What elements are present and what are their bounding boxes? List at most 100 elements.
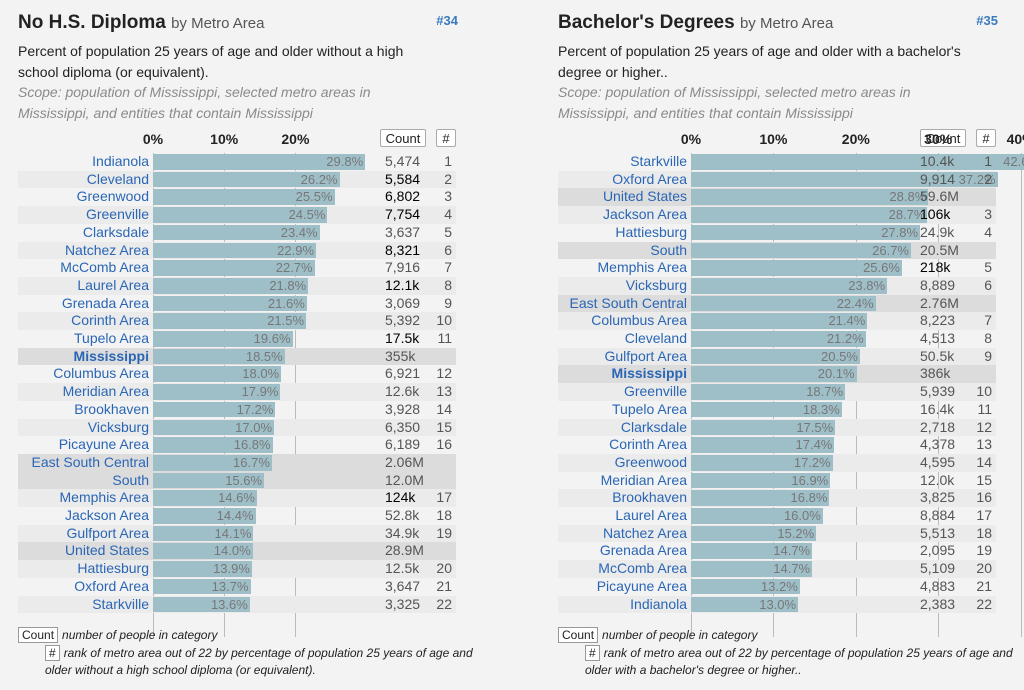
row-label-link[interactable]: Mississippi [611,365,687,382]
count-value: 6,802 [385,188,421,205]
bar-value-label: 13.7% [211,578,249,594]
count-key-text: number of people in category [602,628,758,642]
bar-value-label: 25.6% [863,260,900,276]
bar-value-label: 28.8% [889,189,927,205]
row-label-link[interactable]: Indianola [92,153,149,169]
row-label-link[interactable]: Corinth Area [71,312,149,329]
row-label-link[interactable]: Grenada Area [599,542,687,559]
row-label-link[interactable]: Starkville [630,153,687,169]
rank-sort-button[interactable]: # [436,129,456,147]
row-label-link[interactable]: Greenwood [614,453,687,470]
count-value: 3,647 [385,577,421,594]
row-label-link[interactable]: Natchez Area [64,241,149,258]
bar-value-label: 18.5% [245,348,283,364]
bar-value-label: 14.4% [216,508,254,523]
row-label-link[interactable]: Meridian Area [62,383,149,400]
row-label-link[interactable]: Picayune Area [596,577,687,594]
count-value: 5,939 [920,383,956,400]
row-label-link[interactable]: Brookhaven [612,489,687,506]
count-value: 20.5M [920,241,959,258]
row-label-link[interactable]: Gulfport Area [66,524,150,541]
row-label-link[interactable]: Memphis Area [59,489,149,506]
rank-value: 10 [436,312,452,329]
row-label-link[interactable]: Oxford Area [612,170,687,187]
row-label-link[interactable]: South [650,241,687,258]
row-label-link[interactable]: Picayune Area [58,436,149,453]
count-value: 5,392 [385,312,421,329]
panel-title-sub: by Metro Area [739,15,834,32]
row-label-link[interactable]: Mississippi [73,347,149,364]
row-label-link[interactable]: East South Central [569,294,687,311]
table-row: Memphis Area 14.6% 124k 17 [18,489,456,507]
bar [691,543,813,560]
rank-value: 17 [976,507,992,523]
count-value: 2.06M [385,453,424,470]
bar-chart: Count # 0% 10% 20% Indianola 29.8% 5,474 1 Clev… [18,127,488,637]
panel-title: Bachelor's Degrees by Metro Area [558,12,833,34]
rank-value: 19 [976,542,992,559]
table-row: Corinth Area 17.4% 4,378 13 [558,436,996,454]
row-label-link[interactable]: Gulfport Area [604,347,688,364]
row-label-link[interactable]: McComb Area [598,560,687,577]
rank-value: 14 [436,400,452,417]
row-label-link[interactable]: Columbus Area [591,312,687,329]
rank-sort-button[interactable]: # [976,129,996,147]
row-label-link[interactable]: Brookhaven [74,400,149,417]
row-label-link[interactable]: Vicksburg [625,276,687,293]
row-label-link[interactable]: Clarksdale [620,418,687,435]
count-value: 2,718 [920,418,956,435]
row-label-link[interactable]: Columbus Area [53,365,149,382]
row-label-link[interactable]: Greenwood [76,188,149,205]
table-row: Laurel Area 21.8% 12.1k 8 [18,276,456,295]
row-label-link[interactable]: Starkville [92,595,149,612]
rank-key-box: # [585,645,600,661]
row-label-link[interactable]: McComb Area [60,259,149,276]
row-label-link[interactable]: Vicksburg [87,418,149,435]
bar-value-label: 26.7% [872,242,909,258]
row-label-link[interactable]: Corinth Area [609,436,687,453]
count-sort-button[interactable]: Count [920,129,966,147]
table-row: Brookhaven 16.8% 3,825 16 [558,489,996,507]
count-value: 59.6M [920,188,959,205]
bar [153,419,275,436]
row-label-link[interactable]: Laurel Area [77,276,149,293]
bar-value-label: 17.9% [241,384,279,400]
count-key-box: Count [558,627,599,643]
row-label-link[interactable]: Hattiesburg [77,560,149,577]
table-row: Natchez Area 15.2% 5,513 18 [558,524,996,543]
row-label-link[interactable]: Indianola [630,595,687,612]
bar [153,490,257,506]
row-label-link[interactable]: Greenville [623,383,687,400]
row-label-link[interactable]: Greenville [85,206,149,223]
table-row: Corinth Area 21.5% 5,392 10 [18,312,456,330]
row-label-link[interactable]: Jackson Area [64,507,149,523]
row-label-link[interactable]: Meridian Area [600,471,687,488]
row-label-link[interactable]: Clarksdale [82,223,149,240]
table-row: Grenada Area 14.7% 2,095 19 [558,542,996,560]
bar [153,578,251,595]
row-label-link[interactable]: Laurel Area [615,507,687,523]
row-label-link[interactable]: Hattiesburg [615,223,687,240]
rank-value: 22 [976,595,992,612]
row-label-link[interactable]: Cleveland [86,170,149,187]
row-label-link[interactable]: United States [602,188,687,205]
row-label-link[interactable]: Cleveland [624,330,687,346]
row-label-link[interactable]: Tupelo Area [612,400,687,417]
panel-number[interactable]: #34 [436,13,458,28]
bar [153,508,256,524]
rank-value: 13 [436,383,452,400]
row-label-link[interactable]: Oxford Area [74,577,149,594]
row-label-link[interactable]: United States [64,542,149,559]
row-label-link[interactable]: Tupelo Area [74,330,149,346]
row-label-link[interactable]: East South Central [31,453,149,470]
count-sort-button[interactable]: Count [380,129,426,147]
bar [691,472,831,489]
row-label-link[interactable]: South [112,471,149,488]
row-label-link[interactable]: Grenada Area [61,294,149,311]
row-label-link[interactable]: Natchez Area [602,524,687,541]
row-label-link[interactable]: Jackson Area [602,206,687,223]
panel-number[interactable]: #35 [976,13,998,28]
bar [691,295,876,312]
row-label-link[interactable]: Memphis Area [597,259,687,276]
bar-value-label: 22.4% [836,295,874,311]
